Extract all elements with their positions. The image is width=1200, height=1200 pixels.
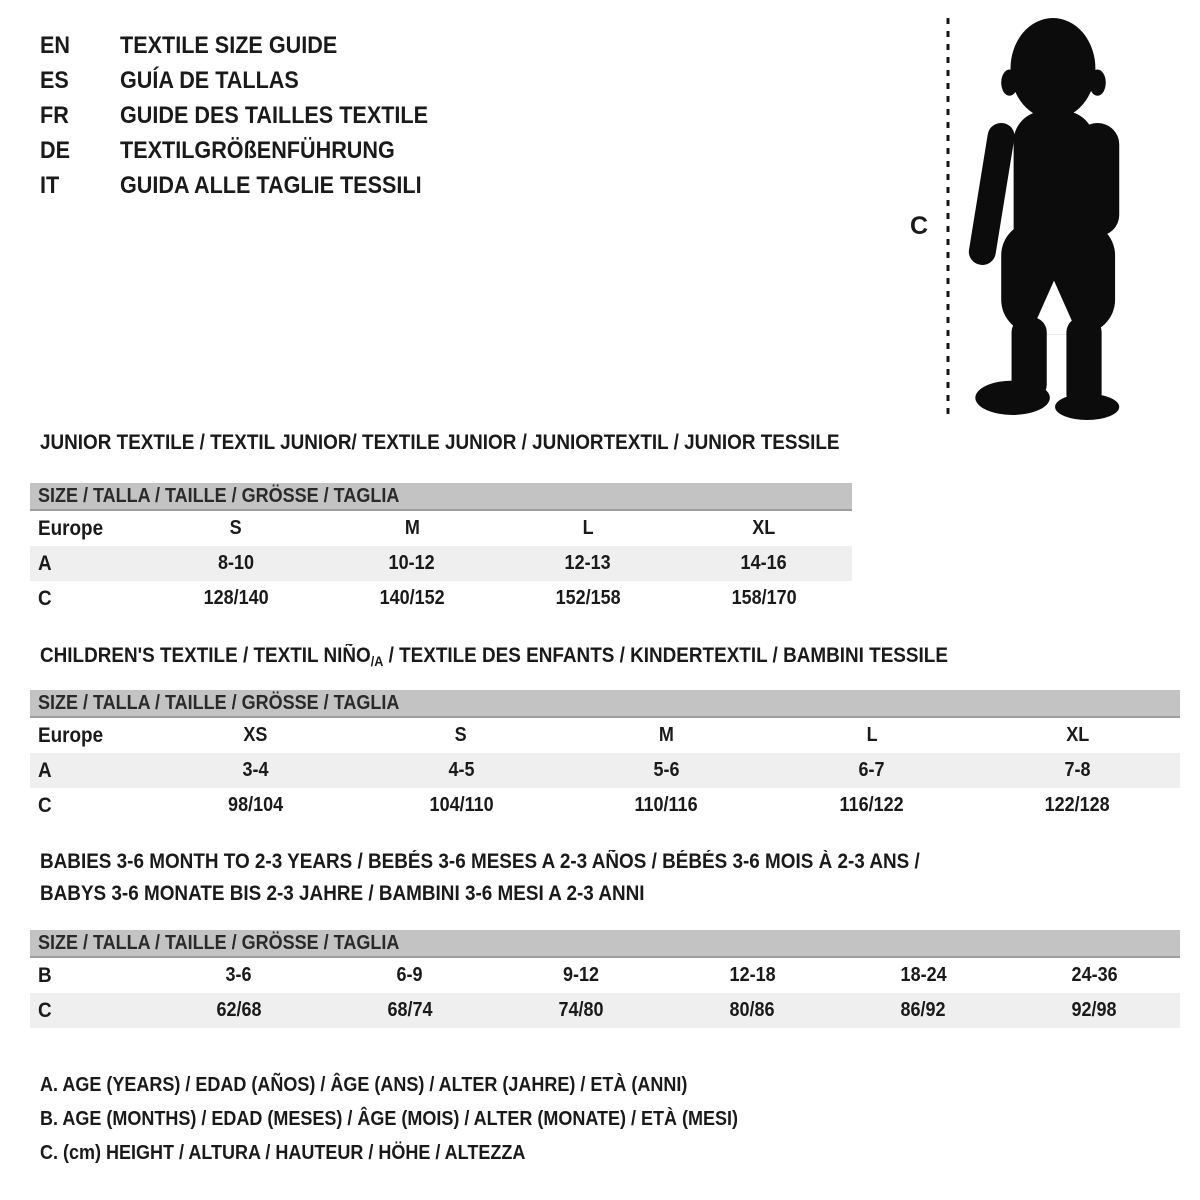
row-label: C [38, 793, 52, 817]
table-row: C 98/104 104/110 110/116 116/122 122/128 [30, 788, 1180, 823]
height-value: 80/86 [729, 999, 775, 1021]
height-value: 86/92 [900, 999, 946, 1021]
children-section-title: CHILDREN'S TEXTILE / TEXTIL NIÑO/A / TEX… [40, 644, 1049, 669]
legend: A. AGE (YEARS) / EDAD (AÑOS) / ÂGE (ANS)… [40, 1068, 816, 1170]
babies-table-header-bar: SIZE / TALLA / TAILLE / GRÖSSE / TAGLIA [30, 930, 1180, 958]
height-value: 68/74 [387, 999, 433, 1021]
row-label: Europe [38, 516, 104, 540]
row-label: A [38, 758, 52, 782]
size-value: L [866, 724, 878, 746]
age-value: 6-7 [858, 759, 885, 781]
guide-title-fr: GUIDE DES TAILLES TEXTILE [120, 101, 429, 129]
legend-line-a: A. AGE (YEARS) / EDAD (AÑOS) / ÂGE (ANS)… [40, 1074, 688, 1096]
height-measure-label: C [910, 212, 929, 240]
language-code: DE [40, 136, 71, 164]
size-value: M [659, 724, 675, 746]
height-value: 92/98 [1071, 999, 1117, 1021]
height-value: 116/122 [839, 794, 904, 816]
age-value: 10-12 [388, 552, 436, 574]
age-months-value: 12-18 [729, 964, 776, 986]
row-label: C [38, 586, 52, 610]
age-months-value: 24-36 [1071, 964, 1118, 986]
age-value: 14-16 [740, 552, 788, 574]
guide-title-de: TEXTILGRÖßENFÜHRUNG [120, 136, 395, 164]
size-value: S [229, 517, 243, 539]
size-value: L [582, 517, 594, 539]
language-code: ES [40, 66, 69, 94]
babies-section-title: BABIES 3-6 MONTH TO 2-3 YEARS / BEBÉS 3-… [40, 846, 1018, 910]
size-value: XL [1065, 724, 1089, 746]
size-value: XL [752, 517, 776, 539]
age-value: 12-13 [564, 552, 612, 574]
nino-a-subscript: /A [370, 653, 384, 669]
language-row-de: DE TEXTILGRÖßENFÜHRUNG [40, 133, 462, 168]
height-value: 158/170 [731, 587, 797, 609]
children-size-table: SIZE / TALLA / TAILLE / GRÖSSE / TAGLIA … [30, 690, 1180, 823]
babies-title-line2: BABYS 3-6 MONATE BIS 2-3 JAHRE / BAMBINI… [40, 882, 645, 905]
height-value: 62/68 [216, 999, 262, 1021]
children-table-header-bar: SIZE / TALLA / TAILLE / GRÖSSE / TAGLIA [30, 690, 1180, 718]
table-row: C 128/140 140/152 152/158 158/170 [30, 581, 852, 616]
toddler-silhouette [968, 18, 1120, 420]
language-row-fr: FR GUIDE DES TAILLES TEXTILE [40, 98, 462, 133]
size-value: XS [243, 724, 268, 746]
language-row-es: ES GUÍA DE TALLAS [40, 63, 462, 98]
language-code: IT [40, 171, 60, 199]
age-value: 8-10 [217, 552, 255, 574]
babies-title-line1: BABIES 3-6 MONTH TO 2-3 YEARS / BEBÉS 3-… [40, 850, 920, 873]
size-header-label: SIZE / TALLA / TAILLE / GRÖSSE / TAGLIA [38, 691, 400, 714]
language-row-it: IT GUIDA ALLE TAGLIE TESSILI [40, 168, 462, 203]
junior-table-header-bar: SIZE / TALLA / TAILLE / GRÖSSE / TAGLIA [30, 483, 852, 511]
language-code: FR [40, 101, 69, 129]
babies-size-table: SIZE / TALLA / TAILLE / GRÖSSE / TAGLIA … [30, 930, 1180, 1028]
row-label: C [38, 998, 52, 1022]
height-value: 74/80 [558, 999, 604, 1021]
age-value: 4-5 [448, 759, 475, 781]
row-label: Europe [38, 723, 104, 747]
table-row: A 8-10 10-12 12-13 14-16 [30, 546, 852, 581]
height-value: 122/128 [1044, 794, 1110, 816]
legend-line-c: C. (cm) HEIGHT / ALTURA / HAUTEUR / HÖHE… [40, 1142, 526, 1164]
language-row-en: EN TEXTILE SIZE GUIDE [40, 28, 462, 63]
guide-title-it: GUIDA ALLE TAGLIE TESSILI [120, 171, 422, 199]
table-row: Europe XS S M L XL [30, 718, 1180, 753]
legend-line-b: B. AGE (MONTHS) / EDAD (MESES) / ÂGE (MO… [40, 1108, 738, 1130]
height-measure-dashed-line [946, 18, 950, 416]
toddler-head [1010, 18, 1096, 120]
language-title-list: EN TEXTILE SIZE GUIDE ES GUÍA DE TALLAS … [40, 28, 462, 203]
junior-size-table: SIZE / TALLA / TAILLE / GRÖSSE / TAGLIA … [30, 483, 852, 616]
size-header-label: SIZE / TALLA / TAILLE / GRÖSSE / TAGLIA [38, 484, 400, 507]
junior-section-title-text: JUNIOR TEXTILE / TEXTIL JUNIOR/ TEXTILE … [40, 431, 840, 454]
age-value: 7-8 [1064, 759, 1091, 781]
height-value: 98/104 [228, 794, 284, 816]
row-label: B [38, 963, 52, 987]
size-value: M [404, 517, 420, 539]
height-value: 104/110 [429, 794, 494, 816]
guide-title-es: GUÍA DE TALLAS [120, 66, 299, 94]
table-row: C 62/68 68/74 74/80 80/86 86/92 92/98 [30, 993, 1180, 1028]
height-value: 152/158 [555, 587, 621, 609]
age-value: 5-6 [653, 759, 680, 781]
height-value: 110/116 [634, 794, 699, 816]
children-section-title-text: CHILDREN'S TEXTILE / TEXTIL NIÑO/A / TEX… [40, 644, 948, 669]
guide-title-en: TEXTILE SIZE GUIDE [120, 31, 338, 59]
table-row: Europe S M L XL [30, 511, 852, 546]
age-months-value: 18-24 [900, 964, 947, 986]
age-months-value: 3-6 [225, 964, 252, 986]
size-header-label: SIZE / TALLA / TAILLE / GRÖSSE / TAGLIA [38, 931, 400, 954]
size-value: S [455, 724, 468, 746]
height-value: 140/152 [379, 587, 445, 609]
row-label: A [38, 551, 52, 575]
table-row: A 3-4 4-5 5-6 6-7 7-8 [30, 753, 1180, 788]
toddler-torso [1013, 110, 1095, 258]
age-months-value: 9-12 [562, 964, 599, 986]
language-code: EN [40, 31, 71, 59]
table-row: B 3-6 6-9 9-12 12-18 18-24 24-36 [30, 958, 1180, 993]
age-value: 3-4 [242, 759, 269, 781]
height-value: 128/140 [203, 587, 269, 609]
age-months-value: 6-9 [396, 964, 423, 986]
junior-section-title: JUNIOR TEXTILE / TEXTIL JUNIOR/ TEXTILE … [40, 431, 928, 455]
